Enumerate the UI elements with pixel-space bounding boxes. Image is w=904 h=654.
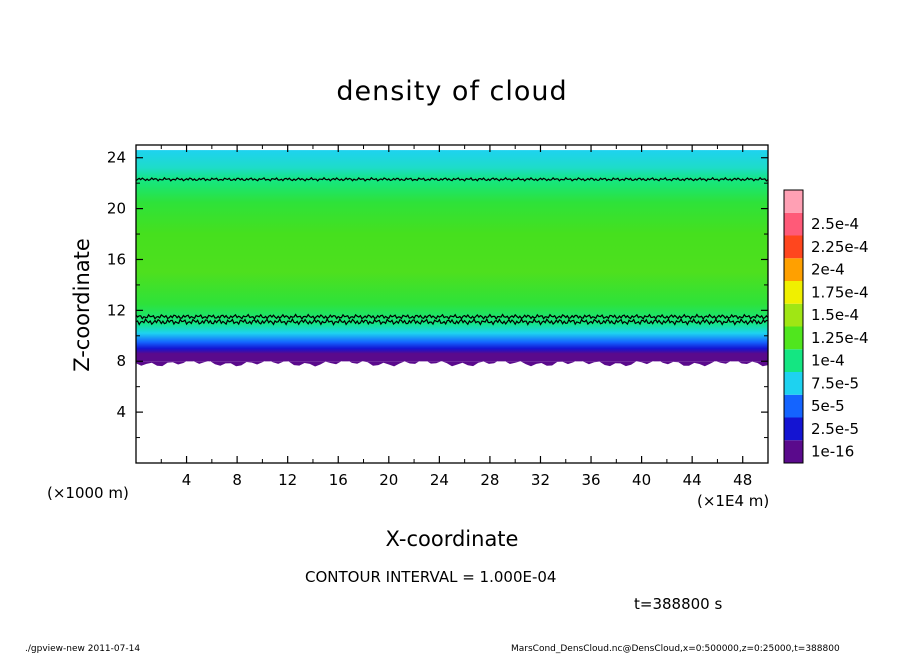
colorbar-label: 1.75e-4 [811,283,869,301]
colorbar-label: 2.25e-4 [811,238,869,256]
colorbar-swatch [784,417,803,441]
chart-title: density of cloud [336,76,568,107]
contour-line-lower [135,317,768,326]
colorbar-frame [783,189,804,464]
y-tick-label: 8 [116,352,126,370]
colorbar-label: 5e-5 [811,397,845,415]
x-tick-label: 12 [278,471,297,489]
x-tick-label: 28 [480,471,499,489]
cloud-density-field [136,150,768,362]
y-tick-label: 24 [107,149,126,167]
colorbar-label: 1.5e-4 [811,306,859,324]
x-tick-label: 36 [581,471,600,489]
x-axis-unit-label: (×1E4 m) [697,492,770,510]
colorbar-swatch [784,190,803,213]
footer-right: MarsCond_DensCloud.nc@DensCloud,x=0:5000… [511,644,840,654]
plot-frame [135,144,769,464]
colorbar-swatch [784,372,803,395]
y-tick-label: 20 [107,200,126,218]
y-tick-label: 16 [107,250,126,268]
colorbar-swatch [784,440,803,463]
x-tick-label: 4 [182,471,192,489]
colorbar-label: 1e-4 [811,352,845,370]
x-tick-label: 24 [430,471,449,489]
x-tick-label: 8 [232,471,242,489]
contour-interval-note: CONTOUR INTERVAL = 1.000E-04 [305,568,557,586]
colorbar-label: 1e-16 [811,443,854,461]
colorbar-swatch [784,394,803,418]
contour-line-lower-2 [135,313,769,321]
colorbar-swatch [784,303,803,327]
y-tick-label: 4 [116,403,126,421]
y-tick-label: 12 [107,301,126,319]
colorbar-label: 2.5e-4 [811,215,859,233]
x-tick-label: 44 [683,471,702,489]
colorbar-swatch [784,235,803,259]
x-tick-label: 32 [531,471,550,489]
colorbar-swatch [784,212,803,236]
colorbar-label: 2.5e-5 [811,420,859,438]
x-tick-label: 20 [379,471,398,489]
colorbar-label: 7.5e-5 [811,374,859,392]
colorbar-label: 2e-4 [811,261,845,279]
cloud-base-fringe [136,359,768,367]
x-tick-label: 40 [632,471,651,489]
colorbar-swatch [784,281,803,304]
x-axis-label: X-coordinate [385,527,519,551]
x-tick-label: 48 [733,471,752,489]
x-tick-label: 16 [329,471,348,489]
colorbar-swatch [784,349,803,372]
y-axis-unit-label: (×1000 m) [47,484,129,502]
contour-line-upper [135,176,769,182]
colorbar-swatch [784,258,803,281]
colorbar-swatch [784,326,803,350]
footer-left: ./gpview-new 2011-07-14 [25,644,141,654]
colorbar-label: 1.25e-4 [811,329,869,347]
time-stamp: t=388800 s [634,595,723,613]
